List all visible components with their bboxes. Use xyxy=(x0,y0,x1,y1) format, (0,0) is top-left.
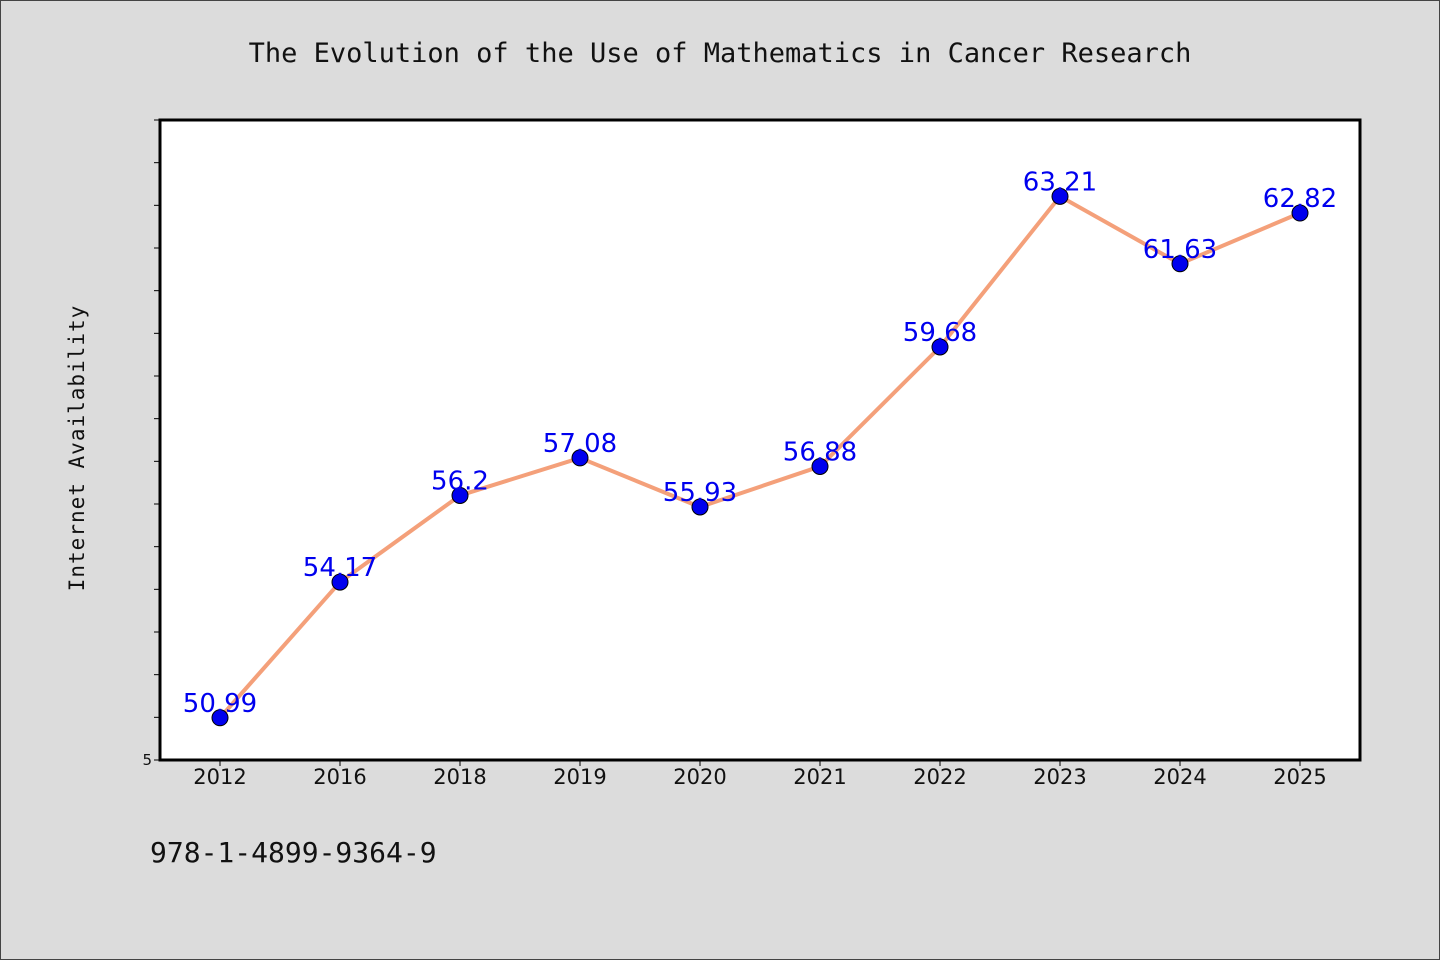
y-tick-label: 5 xyxy=(142,751,152,769)
data-labels-layer: 50.99 54.17 56.2 57.08 55.93 56.88 59.68 63.21 6… xyxy=(183,167,1337,718)
data-point-marker xyxy=(931,338,949,356)
plot-area xyxy=(160,120,1360,760)
chart-title: The Evolution of the Use of Mathematics … xyxy=(249,38,1192,69)
x-tick-label: 2012 xyxy=(193,765,246,789)
data-label: 56.2 xyxy=(431,466,489,496)
data-label: 55.93 xyxy=(663,478,737,508)
data-label: 61.63 xyxy=(1143,235,1217,265)
data-label: 62.82 xyxy=(1263,184,1337,214)
data-point-marker xyxy=(1051,187,1069,205)
x-tick-label: 2025 xyxy=(1273,765,1326,789)
x-tick-label: 2020 xyxy=(673,765,726,789)
data-label: 56.88 xyxy=(783,437,857,467)
y-axis-label: Internet Availability xyxy=(65,305,89,592)
data-point-marker xyxy=(211,709,229,727)
data-label: 54.17 xyxy=(303,553,377,583)
data-point-marker xyxy=(451,486,469,504)
data-point-marker xyxy=(1171,255,1189,273)
x-tick-label: 2019 xyxy=(553,765,606,789)
x-tick-label: 2016 xyxy=(313,765,366,789)
data-point-marker xyxy=(331,573,349,591)
x-tick-label: 2024 xyxy=(1153,765,1206,789)
data-label: 63.21 xyxy=(1023,167,1097,197)
x-tick-label: 2018 xyxy=(433,765,486,789)
series-line xyxy=(218,194,1301,720)
series-layer xyxy=(211,187,1309,727)
data-point-marker xyxy=(571,449,589,467)
isbn-footer: 978-1-4899-9364-9 xyxy=(150,836,437,869)
x-tick-label: 2021 xyxy=(793,765,846,789)
data-point-marker xyxy=(811,457,829,475)
data-point-marker xyxy=(1291,204,1309,222)
data-label: 57.08 xyxy=(543,429,617,459)
data-label: 59.68 xyxy=(903,318,977,348)
data-label: 50.99 xyxy=(183,689,257,719)
x-axis-ticks: 2012 2016 2018 2019 2020 2021 2022 2023 2024 2025 xyxy=(193,760,1327,789)
x-tick-label: 2022 xyxy=(913,765,966,789)
x-tick-label: 2023 xyxy=(1033,765,1086,789)
data-point-marker xyxy=(691,498,709,516)
plot-frame xyxy=(158,118,1362,762)
